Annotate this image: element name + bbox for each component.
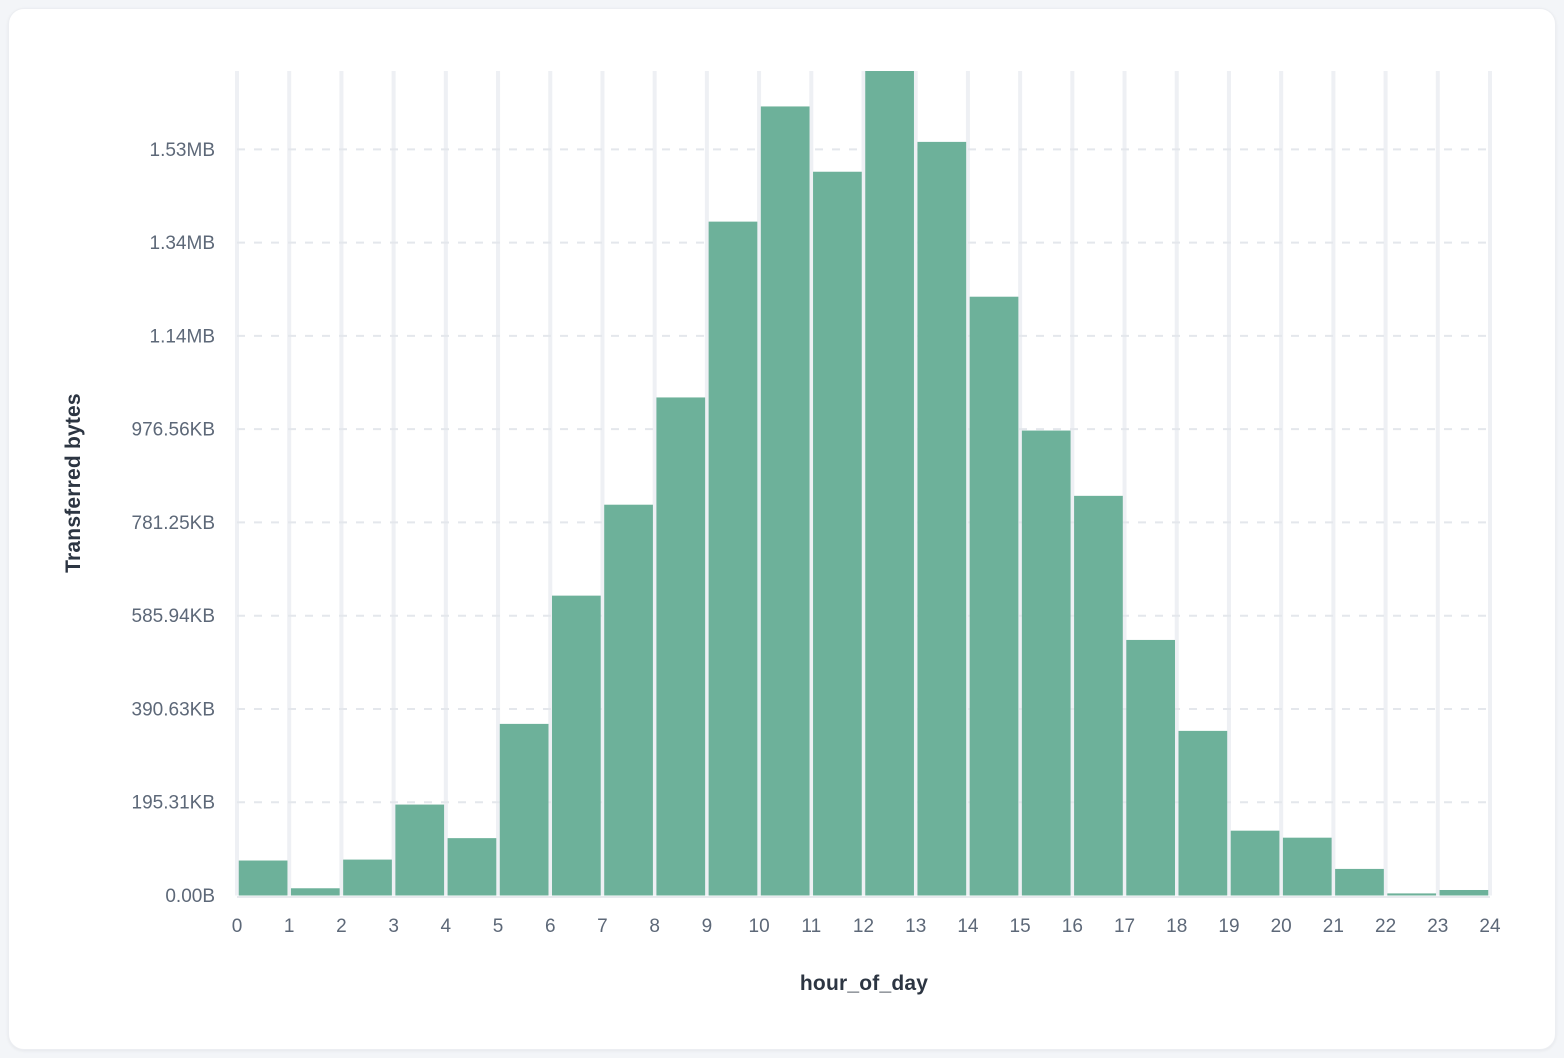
y-tick-label: 976.56KB [132, 420, 215, 441]
histogram-bar[interactable] [813, 171, 862, 896]
x-tick-label: 7 [597, 916, 608, 937]
vertical-gridline [391, 71, 396, 896]
x-tick-label: 12 [853, 916, 874, 937]
vertical-gridline [1435, 71, 1440, 896]
x-tick-label: 2 [336, 916, 347, 937]
vertical-gridline [809, 71, 814, 896]
histogram-bar[interactable] [552, 595, 601, 896]
histogram-bar[interactable] [1387, 893, 1437, 896]
y-axis-title: Transferred bytes [62, 393, 85, 573]
histogram-bar[interactable] [343, 859, 392, 896]
y-tick-label: 781.25KB [132, 513, 215, 534]
vertical-gridline [1331, 71, 1336, 896]
vertical-gridline [1279, 71, 1284, 896]
vertical-gridline [1122, 71, 1127, 896]
x-tick-label: 4 [441, 916, 452, 937]
y-tick-label: 1.14MB [150, 326, 215, 347]
histogram-bar[interactable] [1439, 889, 1489, 896]
vertical-gridline [1070, 71, 1075, 896]
y-tick-label: 195.31KB [132, 793, 215, 814]
vertical-gridline [1383, 71, 1388, 896]
y-tick-label: 1.53MB [150, 140, 215, 161]
histogram-bar[interactable] [290, 888, 340, 896]
x-tick-label: 6 [545, 916, 556, 937]
x-tick-label: 15 [1010, 916, 1031, 937]
x-tick-label: 11 [801, 916, 821, 937]
vertical-gridline [600, 71, 605, 896]
histogram-bar[interactable] [1021, 430, 1071, 896]
histogram-bar[interactable] [760, 106, 810, 896]
histogram-bar[interactable] [447, 838, 497, 896]
y-tick-label: 1.34MB [150, 233, 215, 254]
x-tick-label: 14 [957, 916, 979, 937]
histogram-bar[interactable] [395, 804, 445, 896]
vertical-gridline [1018, 71, 1023, 896]
x-axis-title: hour_of_day [799, 972, 929, 995]
vertical-gridline [339, 71, 344, 896]
histogram-bar[interactable] [865, 71, 914, 896]
x-tick-label: 23 [1427, 916, 1448, 937]
vertical-gridline [1488, 71, 1492, 896]
histogram-bar[interactable] [238, 860, 288, 896]
histogram-bar[interactable] [604, 504, 653, 896]
histogram-bar[interactable] [1126, 639, 1175, 896]
vertical-gridline [757, 71, 762, 896]
histogram-bar[interactable] [969, 296, 1019, 896]
vertical-gridline [443, 71, 448, 896]
x-tick-label: 5 [493, 916, 504, 937]
x-tick-label: 17 [1114, 916, 1135, 937]
y-tick-label: 585.94KB [132, 606, 215, 627]
x-tick-label: 10 [749, 916, 770, 937]
x-tick-label: 13 [905, 916, 926, 937]
y-tick-label: 0.00B [165, 886, 215, 907]
vertical-gridline [1174, 71, 1179, 896]
x-tick-label: 1 [284, 916, 295, 937]
vertical-gridline [496, 71, 501, 896]
histogram-bar[interactable] [1282, 837, 1332, 896]
vertical-gridline [1226, 71, 1231, 896]
x-tick-label: 19 [1218, 916, 1239, 937]
vertical-gridline [861, 71, 866, 896]
vertical-gridline [235, 71, 239, 896]
histogram-bar[interactable] [1230, 830, 1280, 896]
vertical-gridline [965, 71, 970, 896]
histogram-bar[interactable] [1074, 495, 1123, 896]
vertical-gridline [548, 71, 553, 896]
vertical-gridline [287, 71, 292, 896]
vertical-gridline [704, 71, 709, 896]
y-tick-label: 390.63KB [132, 699, 215, 720]
histogram-bar[interactable] [499, 723, 549, 896]
histogram-bar[interactable] [917, 141, 967, 896]
vertical-gridline [913, 71, 918, 896]
histogram-bar[interactable] [656, 397, 706, 896]
x-tick-label: 22 [1375, 916, 1396, 937]
histogram-bar[interactable] [708, 221, 758, 896]
x-tick-label: 3 [388, 916, 399, 937]
histogram-bar[interactable] [1335, 868, 1384, 896]
x-tick-label: 9 [702, 916, 713, 937]
histogram-bar[interactable] [1178, 730, 1228, 896]
vertical-gridline [652, 71, 657, 896]
x-tick-label: 20 [1271, 916, 1292, 937]
x-tick-label: 18 [1166, 916, 1187, 937]
x-tick-label: 0 [232, 916, 243, 937]
x-tick-label: 21 [1323, 916, 1344, 937]
x-tick-label: 24 [1479, 916, 1501, 937]
x-tick-label: 16 [1062, 916, 1083, 937]
x-tick-label: 8 [649, 916, 660, 937]
